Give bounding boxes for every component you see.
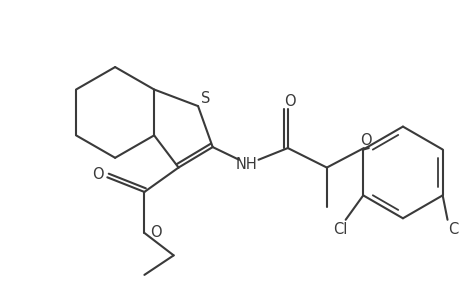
Text: O: O xyxy=(91,167,103,182)
Text: S: S xyxy=(201,91,210,106)
Text: Cl: Cl xyxy=(333,222,347,237)
Text: O: O xyxy=(283,94,295,109)
Text: Cl: Cl xyxy=(447,222,459,237)
Text: O: O xyxy=(150,225,162,240)
Text: NH: NH xyxy=(235,157,257,172)
Text: O: O xyxy=(359,133,371,148)
